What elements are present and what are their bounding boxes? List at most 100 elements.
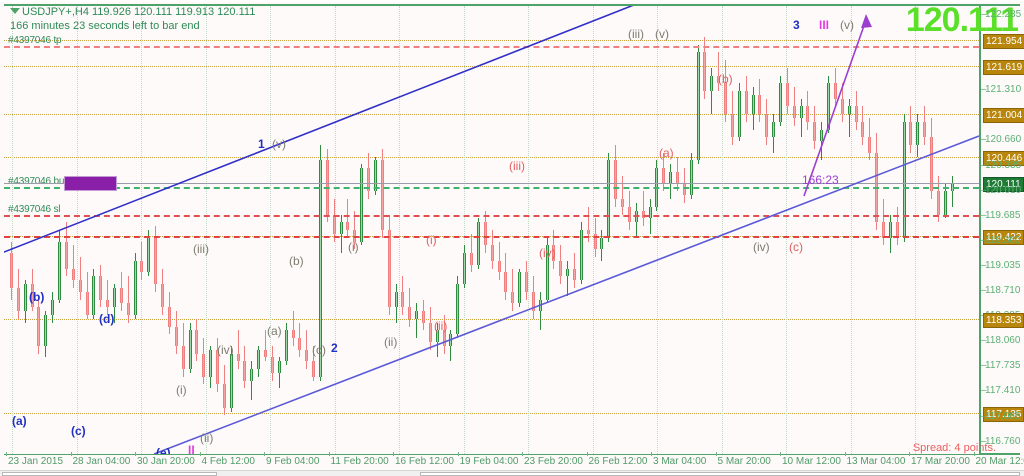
wave-label-7: (ii) [200, 431, 214, 445]
candle-body [724, 83, 728, 115]
time-tick-label: 23 Jan 2015 [8, 456, 64, 467]
time-tick-label: 30 Jan 20:00 [137, 456, 195, 467]
candle-body [586, 230, 590, 234]
time-tick-mark [909, 452, 910, 456]
candle-body [291, 330, 295, 339]
horizontal-scrollbar[interactable] [0, 470, 1024, 476]
candle-body [854, 106, 858, 122]
wave-label-2: (c) [71, 424, 86, 438]
candle-wick [711, 67, 713, 115]
wave-label-16: (i) [348, 240, 359, 254]
candle-body [456, 284, 460, 335]
candle-body [202, 353, 206, 377]
order-label-buy-entry[interactable]: #4397046 buy [8, 175, 69, 187]
scrollbar-thumb-right[interactable] [420, 472, 1020, 476]
buy-position-marker[interactable] [64, 175, 117, 191]
time-tick-label: 26 Feb 12:00 [588, 456, 648, 467]
order-line-take-profit[interactable] [4, 46, 979, 49]
grid-line-v [463, 6, 465, 454]
candle-body [408, 307, 412, 319]
candle-body [820, 129, 824, 142]
time-tick-mark [780, 452, 781, 456]
price-tick: –117.735 [981, 360, 1021, 372]
chart-frame-bottom [4, 453, 1020, 455]
candle-body [415, 311, 419, 319]
candle-body [380, 160, 384, 230]
wave-label-18: (i) [426, 233, 437, 247]
candle-body [799, 106, 803, 118]
time-tick-label: 23 Feb 20:00 [524, 456, 583, 467]
price-axis[interactable]: –122.285 121.954 121.619 –121.310 121.004 –12… [981, 0, 1024, 456]
wave-label-19: (ii) [434, 319, 448, 333]
candle-body [827, 83, 831, 130]
price-tick: –119.360 [981, 234, 1021, 246]
candle-body [538, 299, 542, 312]
trendline-upper [4, 6, 634, 253]
candle-wick [292, 311, 294, 346]
price-tick: –121.310 [981, 84, 1022, 96]
price-tick: –117.085 [981, 410, 1021, 422]
wave-label-4: (e) [156, 446, 171, 454]
time-tick-mark [6, 452, 7, 456]
candle-body [99, 276, 103, 300]
order-line-stop-loss[interactable] [4, 215, 979, 218]
candle-body [943, 191, 947, 215]
price-tick-badge: 120.111 [983, 176, 1024, 192]
candle-body [51, 299, 55, 315]
candle-wick [622, 175, 624, 215]
candle-body [360, 168, 364, 242]
candle-body [332, 214, 336, 234]
wave-label-26: (iv) [753, 240, 770, 254]
chart-plot-area[interactable]: #4397046 tp #4397046 buy #4397046 sl 166:23… [4, 6, 979, 454]
candle-wick [512, 268, 514, 312]
time-axis[interactable]: 23 Jan 2015 28 Jan 04:00 30 Jan 20:00 4 Feb… [0, 452, 1024, 470]
candle-body [566, 268, 570, 277]
candle-body [785, 83, 789, 107]
candle-body [119, 287, 123, 304]
candle-body [264, 349, 268, 358]
candle-body [147, 237, 151, 273]
candle-body [10, 253, 13, 288]
candle-wick [79, 257, 81, 300]
time-tick-label: 3 Mar 04:00 [653, 456, 707, 467]
projection-arrow-head [861, 14, 872, 28]
wave-label-9: (iv) [217, 343, 234, 357]
candle-body [229, 353, 233, 408]
candle-body [85, 291, 89, 315]
candle-body [64, 241, 68, 269]
window-top-edge [0, 0, 1024, 2]
grid-line-v [399, 6, 400, 454]
projection-time-label: 166:23 [802, 172, 839, 187]
candle-body [792, 106, 796, 118]
order-label-take-profit[interactable]: #4397046 tp [8, 35, 62, 47]
candle-wick [237, 330, 239, 370]
wave-label-13: (b) [289, 254, 304, 268]
wave-label-6: (i) [176, 383, 187, 397]
candle-body [140, 260, 144, 273]
candle-wick [821, 121, 823, 161]
time-tick-mark [199, 452, 201, 456]
order-line-level-red[interactable] [4, 236, 979, 239]
candle-body [250, 369, 254, 381]
time-tick-mark [973, 452, 975, 456]
wave-label-5: II [188, 443, 195, 454]
order-label-stop-loss[interactable]: #4397046 sl [8, 204, 61, 216]
candle-body [813, 121, 817, 142]
wave-label-27: (c) [789, 240, 803, 254]
scrollbar-thumb-left[interactable] [2, 472, 217, 476]
candle-body [765, 114, 769, 138]
candle-body [312, 361, 316, 377]
wave-label-1: (b) [29, 290, 45, 304]
order-line-buy-entry[interactable] [4, 186, 979, 189]
chart-frame-axis [978, 4, 981, 454]
time-tick-mark [651, 452, 652, 456]
candle-body [92, 276, 96, 315]
time-tick-mark [457, 452, 459, 456]
grid-line-h [4, 318, 979, 320]
candle-body [779, 83, 782, 122]
candle-body [23, 284, 27, 312]
candle-wick [567, 260, 569, 296]
grid-line-v [12, 6, 13, 454]
candle-body [682, 183, 686, 196]
